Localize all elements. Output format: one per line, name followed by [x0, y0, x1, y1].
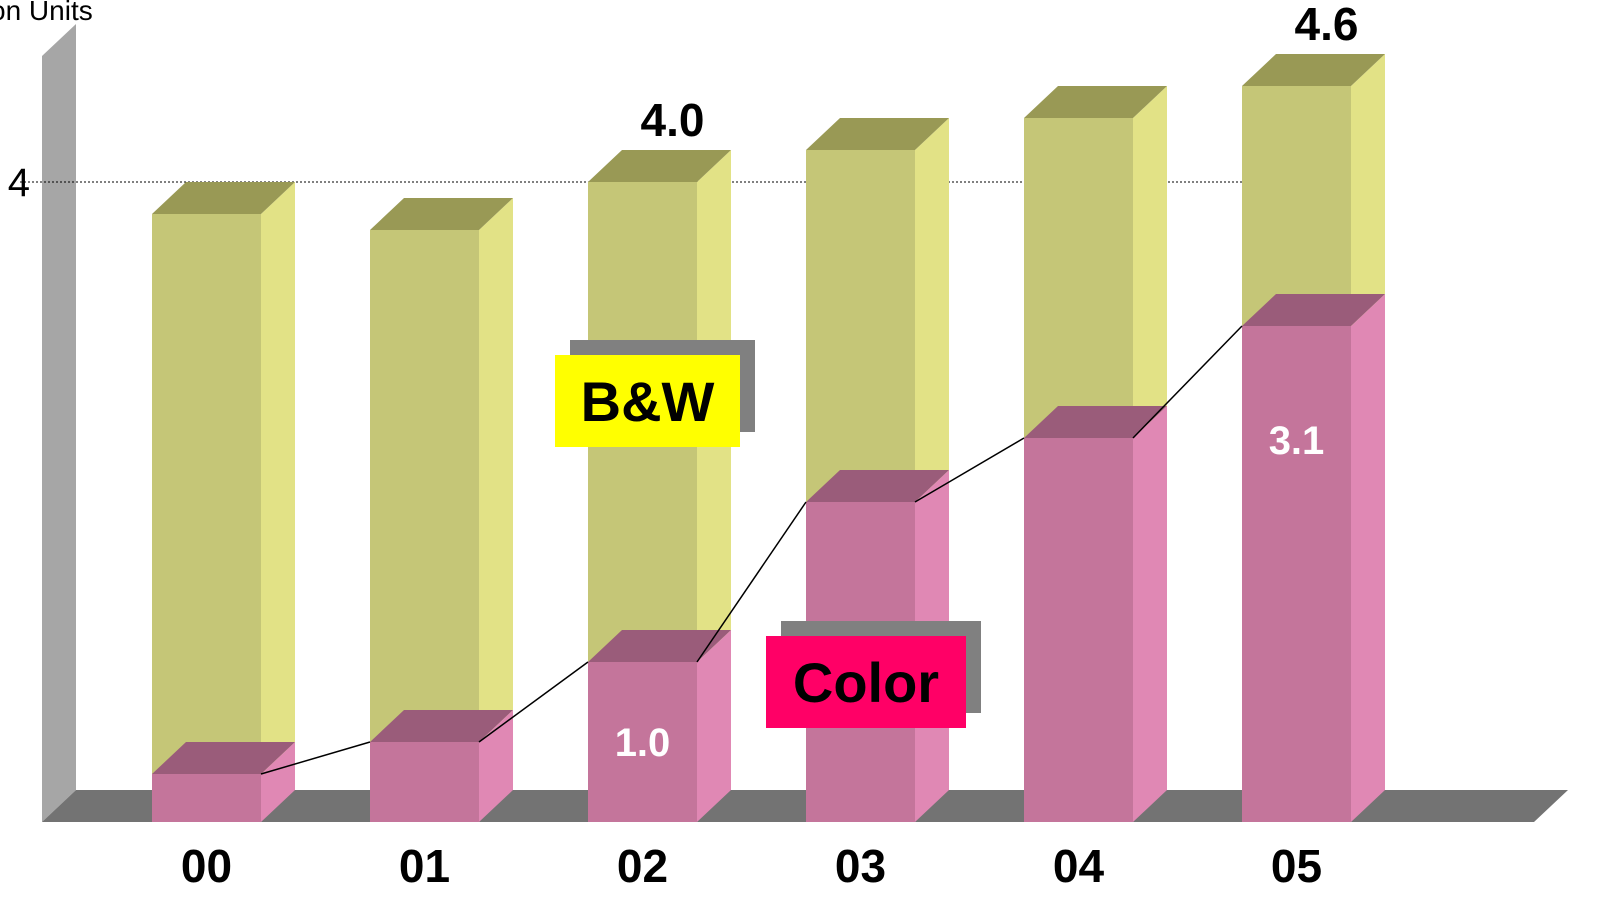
bar-group-01: [370, 198, 513, 822]
bar-color-side: [697, 630, 731, 822]
legend-bw: B&WB&W: [555, 340, 755, 447]
y-axis-label: on Units: [0, 0, 93, 26]
bar-group-00: [152, 182, 295, 822]
color-value-label: 3.1: [1269, 419, 1325, 463]
x-tick-label: 05: [1271, 840, 1322, 892]
bar-color-side: [261, 742, 295, 822]
color-value-label: 1.0: [615, 721, 671, 765]
legend-color: ColorColor: [766, 621, 981, 728]
bar-color-front: [370, 742, 479, 822]
trend-segment: [696, 501, 807, 663]
chart-wall: [42, 24, 76, 822]
total-value-label: 4.6: [1295, 0, 1359, 50]
trend-segment: [914, 437, 1025, 503]
bar-bw-side: [1133, 86, 1167, 438]
bar-bw-top: [1242, 54, 1385, 86]
bar-color-side: [1351, 294, 1385, 822]
bar-color-top: [1242, 294, 1385, 326]
bar-color-side: [479, 710, 513, 822]
bar-bw-side: [261, 182, 295, 774]
bar-group-04: [1024, 86, 1167, 822]
trend-segment: [478, 661, 589, 743]
legend-box: [766, 636, 966, 728]
x-tick-label: 00: [181, 840, 232, 892]
bar-bw-side: [479, 198, 513, 742]
bar-bw-top: [1024, 86, 1167, 118]
bar-bw-top: [370, 198, 513, 230]
bar-color-side: [1133, 406, 1167, 822]
bar-bw-front: [152, 214, 261, 774]
x-tick-label: 02: [617, 840, 668, 892]
bar-color-top: [370, 710, 513, 742]
bar-color-front: [1024, 438, 1133, 822]
bar-color-top: [806, 470, 949, 502]
y-tick-label: 4: [8, 161, 30, 205]
x-tick-label: 03: [835, 840, 886, 892]
bar-color-top: [1024, 406, 1167, 438]
bar-color-front: [1242, 326, 1351, 822]
bar-bw-top: [152, 182, 295, 214]
trend-segment: [260, 741, 371, 775]
bar-bw-side: [915, 118, 949, 502]
bar-bw-top: [806, 118, 949, 150]
x-tick-label: 01: [399, 840, 450, 892]
trend-segment: [1132, 325, 1243, 439]
bar-color-top: [588, 630, 731, 662]
bar-bw-front: [370, 230, 479, 742]
bar-bw-front: [806, 150, 915, 502]
legend-text: B&W: [581, 370, 715, 433]
bar-bw-front: [1024, 118, 1133, 438]
x-tick-label: 04: [1053, 840, 1105, 892]
legend-box: [555, 355, 740, 447]
bar-bw-top: [588, 150, 731, 182]
bar-color-top: [152, 742, 295, 774]
legend-text: Color: [793, 651, 939, 714]
bar-color-front: [588, 662, 697, 822]
bar-bw-front: [1242, 86, 1351, 326]
bar-color-front: [152, 774, 261, 822]
total-value-label: 4.0: [641, 94, 705, 146]
bar-bw-side: [1351, 54, 1385, 326]
bar-group-05: [1242, 54, 1385, 822]
